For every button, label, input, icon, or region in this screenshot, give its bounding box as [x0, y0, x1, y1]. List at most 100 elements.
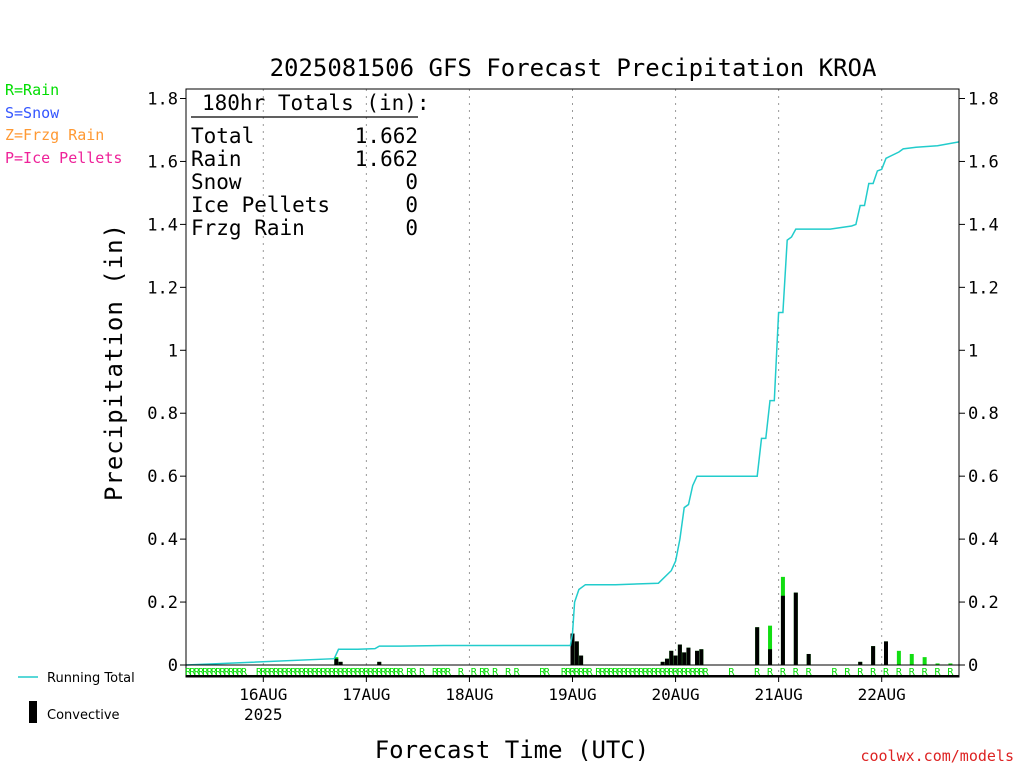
rain-type-marker: R: [189, 667, 196, 678]
legend-frzg-rain: Z=Frzg Rain: [5, 126, 105, 144]
rain-type-marker: R: [539, 667, 546, 678]
y-tick-label-left: 1.6: [147, 152, 178, 172]
convective-precip-bar: [338, 661, 343, 665]
x-tick-label: 17AUG: [342, 685, 390, 704]
rain-type-marker: R: [445, 667, 452, 678]
rain-type-marker: R: [681, 667, 688, 678]
y-tick-label-left: 0.8: [147, 404, 178, 424]
y-axis-ticks: 0 00.2 0.20.4 0.40.6 0.60.8 0.81 11.2 1.21.4 1.4…: [147, 90, 998, 677]
y-tick-label-left: 1.2: [147, 278, 178, 298]
rain-type-marker: R: [363, 667, 370, 678]
rain-type-marker: R: [668, 667, 675, 678]
rain-type-marker: R: [219, 667, 226, 678]
rain-type-marker: R: [265, 667, 272, 678]
rain-type-marker: R: [312, 667, 319, 678]
rain-type-marker: R: [260, 667, 267, 678]
y-tick-label-right: 1.8: [968, 90, 999, 110]
rain-type-marker: R: [368, 667, 375, 678]
y-tick-label-right: 0.2: [968, 593, 999, 613]
rain-type-marker: R: [329, 667, 336, 678]
convective-precip-bar: [871, 646, 876, 665]
totals-label-total: Total: [191, 124, 254, 148]
rain-type-marker: R: [728, 667, 735, 678]
rain-type-marker: R: [806, 667, 813, 678]
totals-value-total: 1.662: [355, 124, 418, 148]
rain-type-marker: R: [241, 667, 248, 678]
total-precip-bar: [896, 650, 901, 665]
rain-type-marker: R: [282, 667, 289, 678]
rain-type-marker: R: [492, 667, 499, 678]
y-tick-label-right: 1.2: [968, 278, 999, 298]
totals-label-rain: Rain: [191, 147, 242, 171]
totals-value-frzg-rain: 0: [405, 216, 418, 240]
rain-type-marker: R: [569, 667, 576, 678]
rain-type-marker: R: [673, 667, 680, 678]
convective-precip-bar: [695, 650, 700, 665]
rain-type-marker: R: [308, 667, 315, 678]
rain-type-marker: R: [273, 667, 280, 678]
total-precip-bar: [768, 625, 773, 665]
convective-legend-label: Convective: [47, 708, 120, 723]
rain-type-marker: R: [660, 667, 667, 678]
rain-type-marker: R: [286, 667, 293, 678]
rain-type-marker: R: [355, 667, 362, 678]
legend-snow: S=Snow: [5, 104, 60, 122]
y-tick-label-right: 0.8: [968, 404, 999, 424]
rain-type-marker: R: [947, 667, 954, 678]
rain-type-marker: R: [844, 667, 851, 678]
convective-precip-bar: [677, 644, 682, 665]
running-total-line: [185, 141, 960, 666]
rain-type-marker: R: [690, 667, 697, 678]
rain-type-marker: R: [694, 667, 701, 678]
y-tick-label-right: 1: [968, 341, 978, 361]
rain-type-marker: R: [831, 667, 838, 678]
rain-type-marker: R: [647, 667, 654, 678]
rain-type-marker: R: [634, 667, 641, 678]
convective-precip-bar: [660, 661, 665, 665]
convective-precip-bar: [793, 592, 798, 665]
rain-type-marker: R: [909, 667, 916, 678]
rain-type-marker: R: [479, 667, 486, 678]
rain-type-marker: R: [198, 667, 205, 678]
y-tick-label-right: 0.6: [968, 467, 999, 487]
total-precip-bar: [948, 663, 953, 665]
convective-precip-bar: [574, 641, 579, 665]
y-tick-label-left: 1.8: [147, 90, 178, 110]
totals-label-frzg-rain: Frzg Rain: [191, 216, 305, 240]
rain-type-marker: R: [638, 667, 645, 678]
convective-precip-bar: [579, 655, 584, 665]
totals-value-snow: 0: [405, 170, 418, 194]
y-tick-label-left: 1: [168, 341, 178, 361]
rain-type-marker: R: [544, 667, 551, 678]
rain-type-marker: R: [608, 667, 615, 678]
convective-precip-bar: [806, 653, 811, 665]
x-tick-label: 18AUG: [445, 685, 493, 704]
rain-type-marker: R: [471, 667, 478, 678]
x-axis-label: Forecast Time (UTC): [375, 736, 650, 764]
rain-type-marker: R: [295, 667, 302, 678]
rain-type-marker: R: [587, 667, 594, 678]
y-tick-label-left: 0.4: [147, 530, 178, 550]
rain-type-marker: R: [359, 667, 366, 678]
rain-type-marker: R: [617, 667, 624, 678]
rain-type-marker: R: [185, 667, 192, 678]
convective-precip-bar: [755, 627, 760, 665]
rain-type-marker: R: [277, 667, 284, 678]
rain-type-marker: R: [857, 667, 864, 678]
rain-type-marker: R: [389, 667, 396, 678]
rain-type-marker: R: [574, 667, 581, 678]
legend-rain: R=Rain: [5, 81, 60, 99]
rain-type-marker: R: [514, 667, 521, 678]
rain-type-marker: R: [664, 667, 671, 678]
rain-type-marker: R: [333, 667, 340, 678]
rain-type-marker: R: [604, 667, 611, 678]
totals-label-snow: Snow: [191, 170, 242, 194]
rain-type-marker: R: [228, 667, 235, 678]
convective-precip-bar: [699, 649, 704, 665]
rain-type-marker: R: [935, 667, 942, 678]
rain-type-marker: R: [237, 667, 244, 678]
rain-type-marker: R: [269, 667, 276, 678]
total-precip-bar: [935, 663, 940, 665]
